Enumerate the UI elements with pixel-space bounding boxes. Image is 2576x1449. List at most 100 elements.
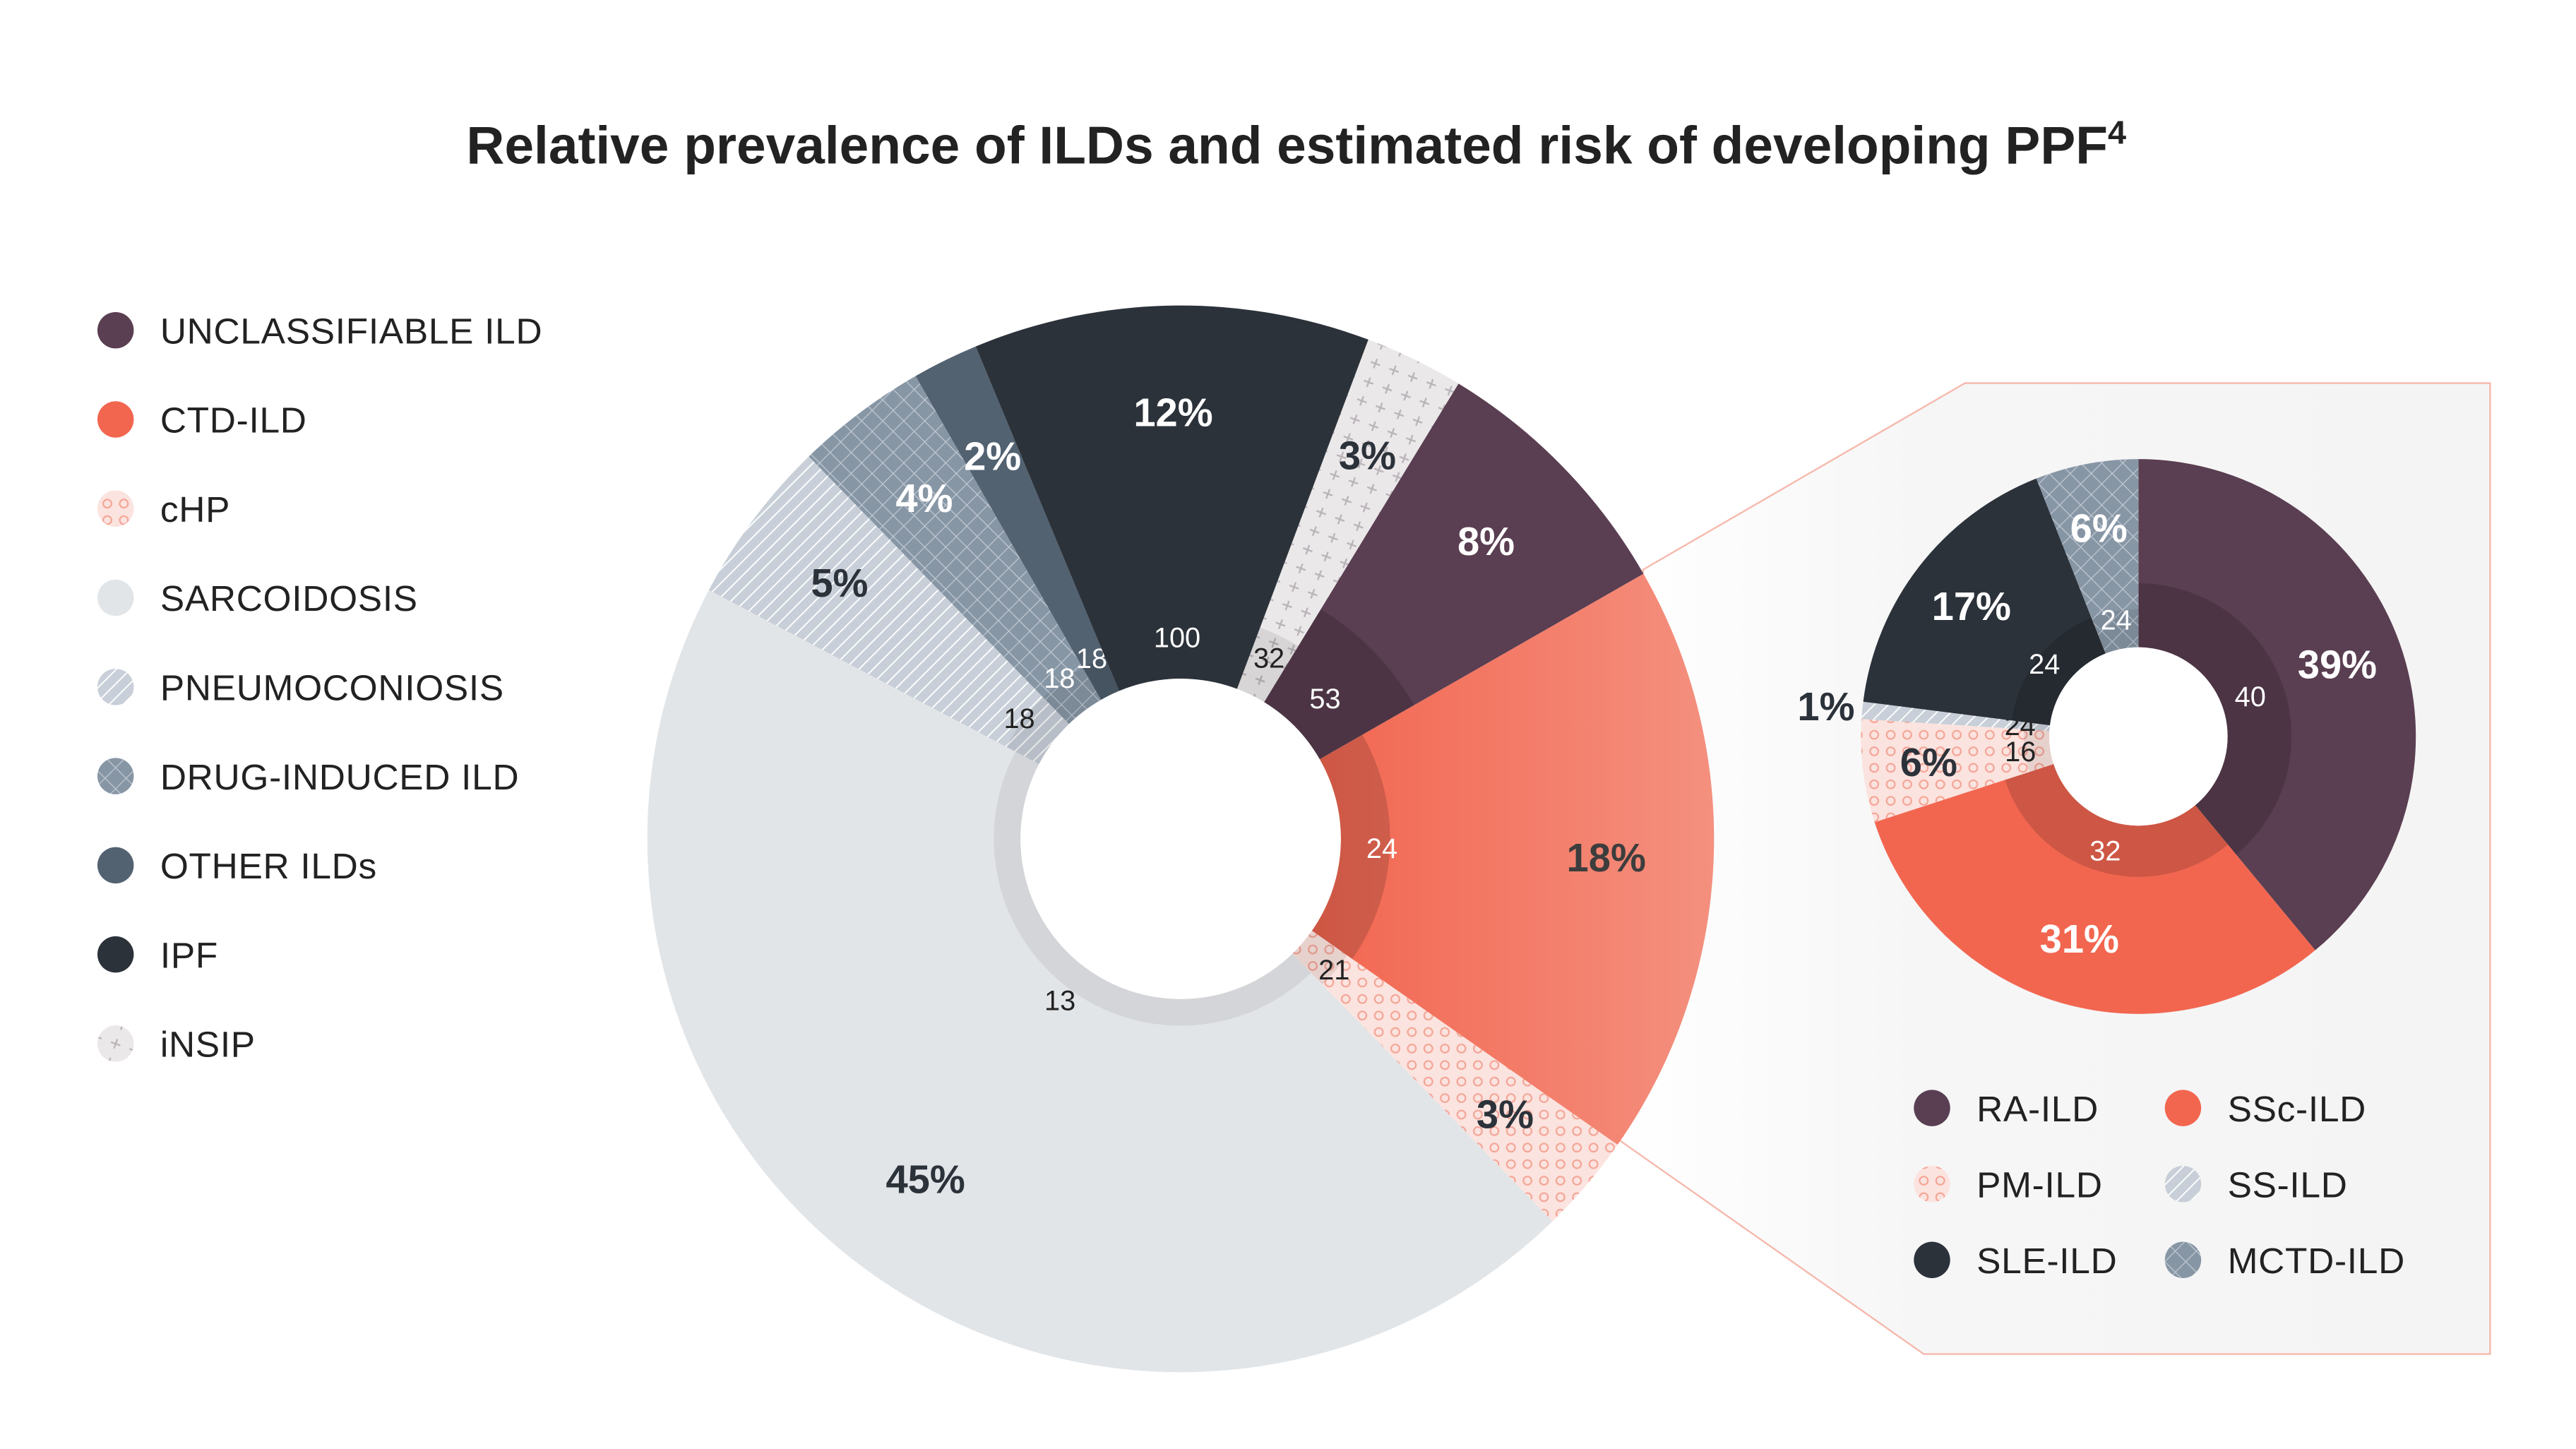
risk-label: 18: [1003, 703, 1034, 734]
slice-ctd-ild-outer: [1311, 573, 1715, 1145]
risk-label: 24: [2101, 605, 2132, 636]
legend-swatch: [1914, 1241, 1950, 1278]
legend-label: SS-ILD: [2228, 1164, 2348, 1205]
slice-mctd-ild-risk-band: [2091, 609, 2139, 654]
legend-item-ra-ild: RA-ILD: [1914, 1088, 2099, 1129]
slice-insip-risk-band: [1236, 627, 1299, 703]
donut-hole: [1020, 679, 1341, 999]
slice-sarcoidosis: 45% 13: [647, 590, 1553, 1373]
legend-label: iNSIP: [160, 1024, 256, 1065]
risk-label: 21: [1318, 955, 1349, 986]
legend-label: MCTD-ILD: [2228, 1240, 2405, 1281]
legend-swatch: [97, 936, 134, 973]
legend-label: PNEUMOCONIOSIS: [160, 667, 504, 708]
slice-ra-ild-outer: [2138, 459, 2416, 950]
slice-sarcoidosis-risk-band: [994, 751, 1311, 1026]
legend-swatch: [1914, 1090, 1950, 1126]
slice-pm-ild-risk-band: [2023, 729, 2054, 773]
slice-unclassifiable-ild-outer: [1264, 383, 1644, 760]
pct-label: 31%: [2040, 917, 2119, 961]
slice-ra-ild: 39% 40: [2138, 459, 2416, 950]
pct-label: 18%: [1567, 835, 1646, 880]
pct-label: 1%: [1797, 684, 1854, 729]
legend-swatch: [2164, 1165, 2202, 1203]
legend-item-ipf: IPF: [97, 934, 218, 975]
legend-label: OTHER ILDs: [160, 845, 377, 886]
legend-swatch: [97, 490, 134, 527]
slice-sle-ild-outer: [1863, 478, 2106, 726]
pct-label: 3%: [1477, 1092, 1534, 1137]
legend-label: SSc-ILD: [2228, 1088, 2366, 1129]
slice-mctd-ild: 6% 24: [2036, 459, 2139, 654]
legend-label: UNCLASSIFIABLE ILD: [160, 310, 542, 351]
main-legend: UNCLASSIFIABLE ILD CTD-ILD cHP SARCOIDOSIS P…: [97, 310, 542, 1065]
slice-ra-ild-risk-band: [2138, 583, 2292, 855]
legend-swatch: [97, 847, 134, 884]
slice-sle-ild: 17% 24: [1863, 478, 2106, 726]
legend-label: SLE-ILD: [1976, 1240, 2117, 1281]
legend-swatch: [97, 311, 134, 349]
legend-item-pm-ild: PM-ILD: [1914, 1164, 2102, 1205]
legend-item-chp: cHP: [97, 489, 230, 530]
inset-legend: RA-ILD SSc-ILD PM-ILD SS-ILD SLE-ILD MCTD-ILD: [1914, 1088, 2405, 1281]
pct-label: 45%: [886, 1157, 965, 1202]
legend-swatch: [97, 669, 134, 705]
slice-ctd-ild: 18% 24: [1311, 573, 1715, 1145]
legend-label: cHP: [160, 489, 230, 530]
legend-swatch: [97, 758, 134, 794]
slice-drug-induced-ild: 4% 18: [809, 376, 1102, 724]
legend-label: RA-ILD: [1976, 1088, 2099, 1129]
slice-chp-risk-band: [1292, 931, 1347, 985]
donut-hole: [2049, 647, 2228, 826]
chart-title: Relative prevalence of ILDs and estimate…: [466, 114, 2126, 174]
legend-label: SARCOIDOSIS: [160, 578, 418, 619]
legend-item-sle-ild: SLE-ILD: [1914, 1240, 2117, 1281]
slice-mctd-ild-outer: [2036, 459, 2139, 654]
legend-label: IPF: [160, 934, 218, 975]
legend-item-ctd-ild: CTD-ILD: [97, 400, 306, 441]
slice-sle-ild-risk-band: [2012, 617, 2106, 726]
slice-ipf-outer: [975, 305, 1368, 691]
slice-ctd-ild-risk-band: [1311, 734, 1390, 960]
risk-label: 13: [1044, 985, 1075, 1016]
pct-label: 3%: [1339, 433, 1396, 477]
risk-label: 32: [2089, 836, 2121, 867]
legend-label: PM-ILD: [1976, 1164, 2103, 1205]
legend-item-sarcoidosis: SARCOIDOSIS: [97, 578, 418, 619]
legend-item-mctd-ild: MCTD-ILD: [2164, 1240, 2405, 1281]
legend-swatch: [97, 401, 134, 438]
legend-item-ss-ild: SS-ILD: [2164, 1164, 2348, 1205]
legend-label: DRUG-INDUCED ILD: [160, 756, 519, 797]
slice-pm-ild-outer: [1861, 719, 2054, 823]
legend-item-pneumoconiosis: PNEUMOCONIOSIS: [97, 667, 504, 708]
risk-label: 16: [2005, 737, 2036, 768]
pct-label: 39%: [2298, 642, 2377, 686]
risk-label: 53: [1309, 684, 1340, 715]
slice-ss-ild: 1% 24: [1797, 684, 2051, 741]
risk-label: 18: [1044, 663, 1075, 694]
pct-label: 6%: [2070, 506, 2128, 551]
slice-drug-induced-ild-outer: [809, 376, 1102, 724]
slice-pneumoconiosis: 5% 18: [708, 456, 1069, 765]
slice-unclassifiable-ild-risk-band: [1264, 609, 1414, 760]
slice-pneumoconiosis-risk-band: [1006, 697, 1069, 765]
pct-label: 6%: [1900, 740, 1957, 785]
slice-chp: 3% 21: [1292, 931, 1618, 1222]
risk-label: 40: [2235, 681, 2266, 712]
pct-label: 12%: [1133, 390, 1212, 434]
slice-pm-ild: 6% 16: [1861, 719, 2054, 823]
pct-label: 8%: [1457, 519, 1515, 564]
slice-unclassifiable-ild: 8% 53: [1264, 383, 1644, 760]
slice-ssc-ild-risk-band: [2005, 763, 2229, 877]
slice-ss-ild-outer: [1861, 701, 2051, 732]
pct-label: 5%: [811, 561, 868, 605]
slice-pneumoconiosis-outer: [708, 456, 1069, 765]
slice-insip: 3% 32: [1236, 339, 1459, 703]
slice-ssc-ild: 31% 32: [1874, 763, 2315, 1014]
pct-label: 2%: [964, 434, 1021, 478]
slice-other-ilds-risk-band: [1083, 657, 1119, 700]
slice-insip-outer: [1236, 339, 1459, 703]
slice-chp-outer: [1292, 931, 1618, 1222]
legend-swatch: [97, 579, 134, 616]
inset-donut: 39% 40 31% 32 6% 161% 24 17% 24 6% 24: [1797, 459, 2416, 1014]
